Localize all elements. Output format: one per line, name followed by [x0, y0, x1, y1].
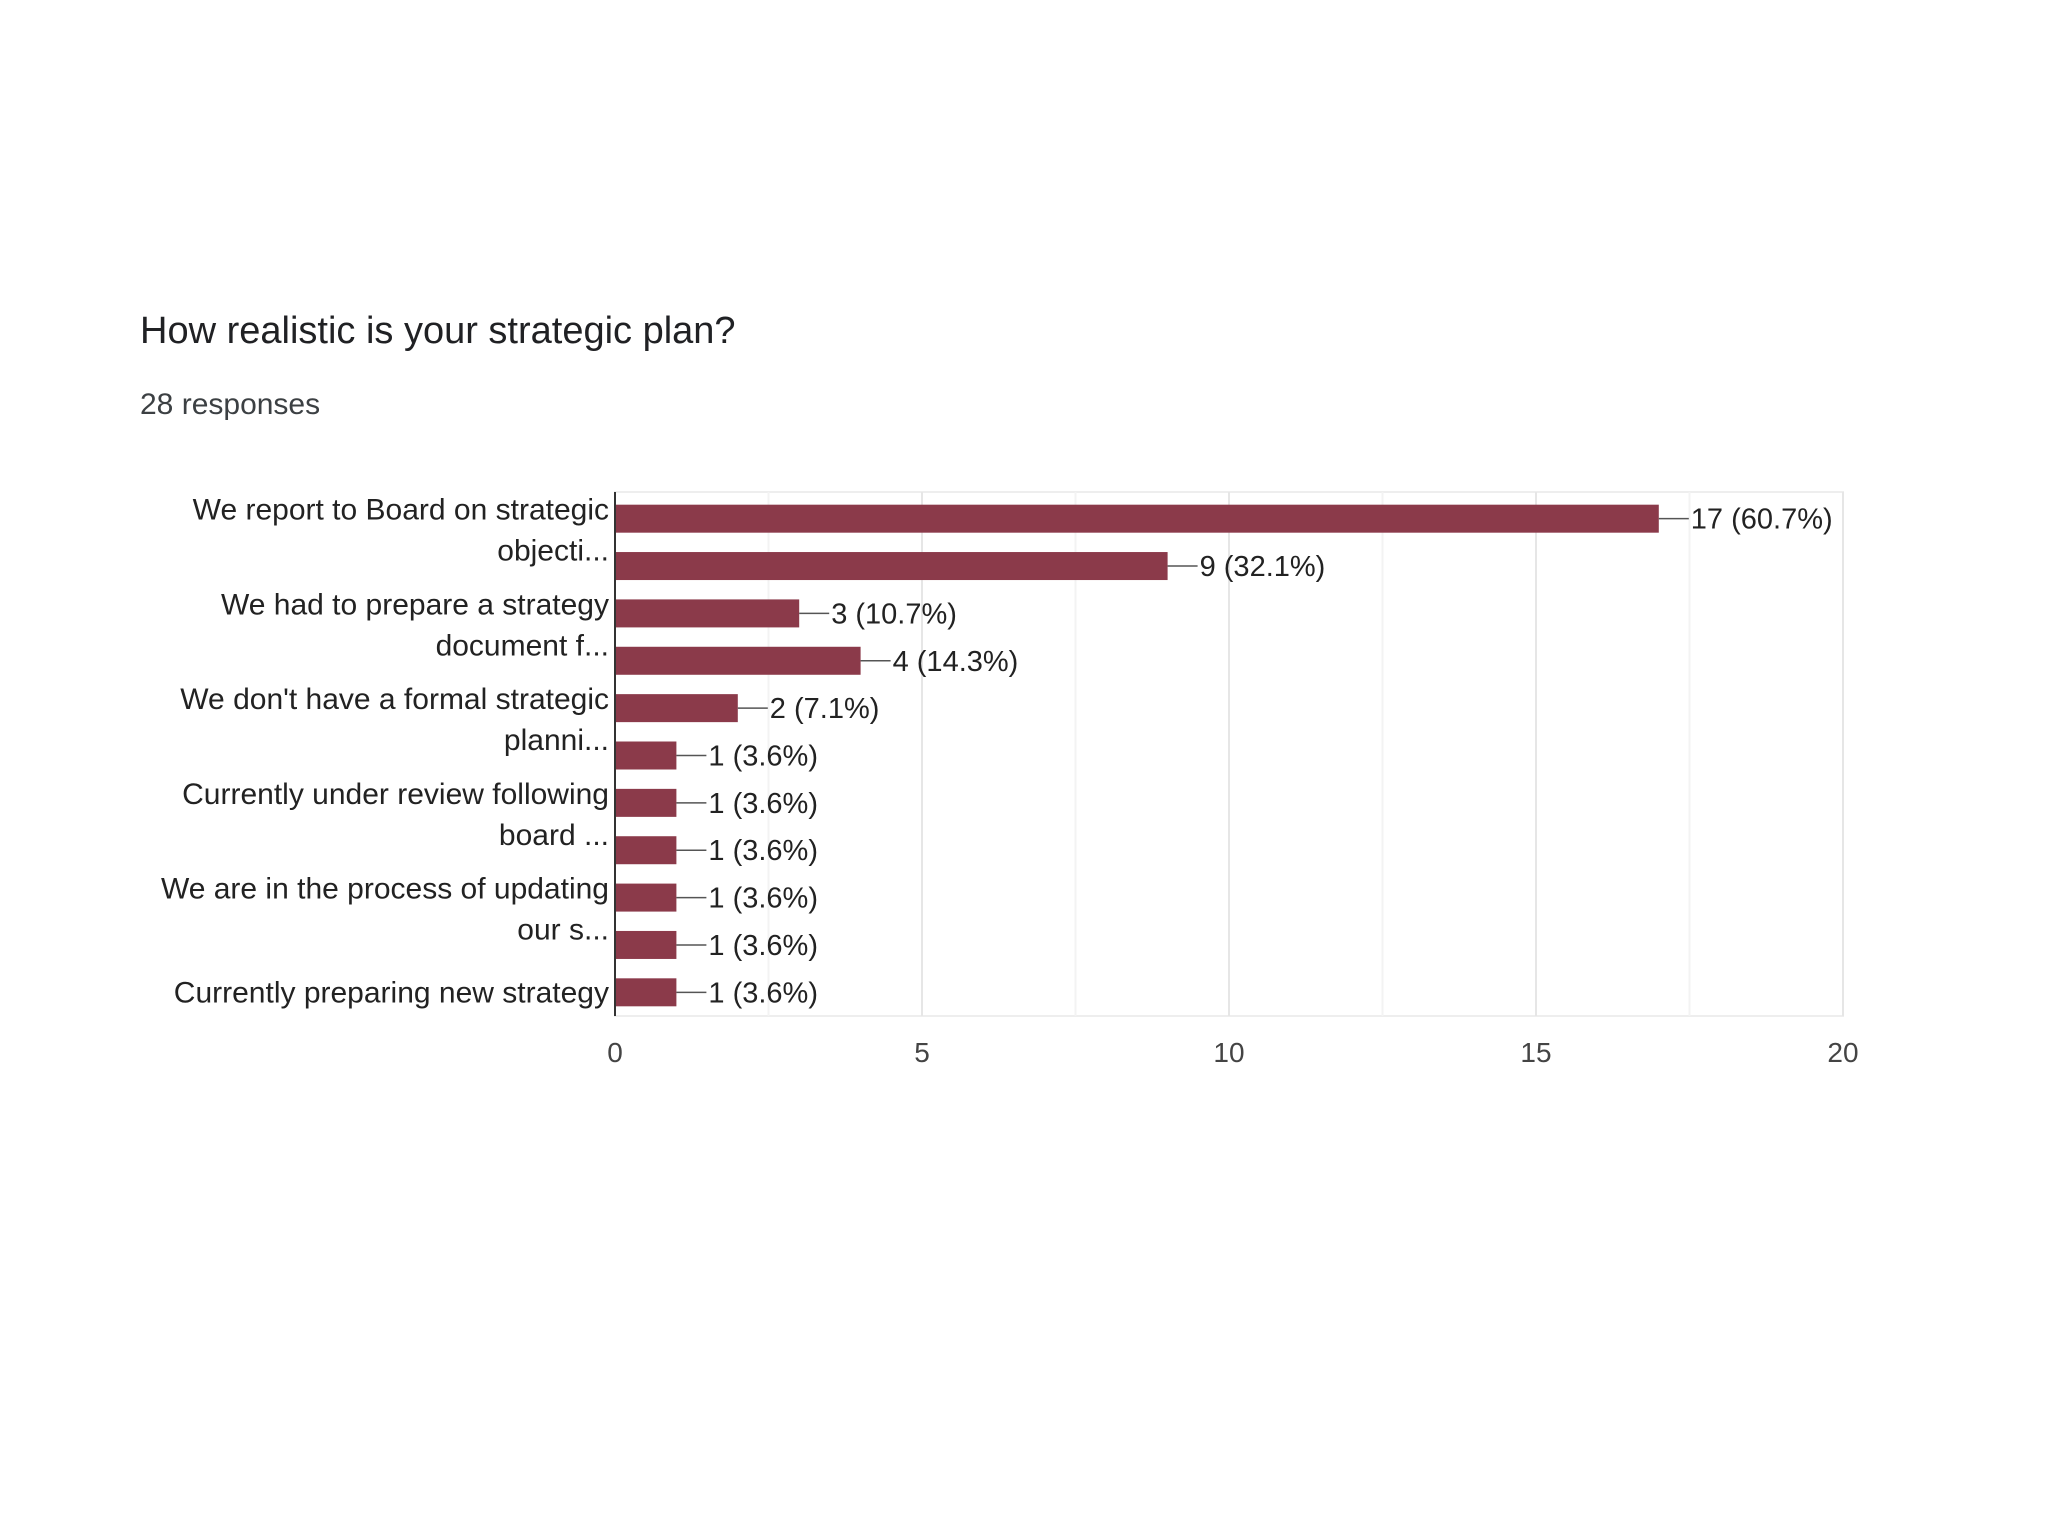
category-label: Currently preparing new strategy: [174, 976, 609, 1009]
category-label: Currently under review following: [182, 778, 609, 811]
bar: [615, 978, 677, 1007]
bar: [615, 930, 677, 959]
bar: [615, 836, 677, 865]
x-tick-label: 0: [607, 1037, 623, 1068]
bar: [615, 741, 677, 770]
category-label: We don't have a formal strategic: [180, 683, 609, 716]
data-label: 1 (3.6%): [708, 977, 818, 1009]
data-label: 2 (7.1%): [770, 693, 880, 725]
data-label: 9 (32.1%): [1200, 551, 1326, 583]
x-tick-label: 5: [914, 1037, 930, 1068]
bar: [615, 883, 677, 912]
category-label: objecti...: [497, 535, 609, 568]
x-tick-label: 15: [1520, 1037, 1551, 1068]
category-label: board ...: [499, 819, 609, 852]
category-label: We report to Board on strategic: [193, 494, 609, 527]
data-label: 1 (3.6%): [708, 788, 818, 820]
data-label: 1 (3.6%): [708, 930, 818, 962]
category-label: We had to prepare a strategy: [221, 588, 609, 621]
category-label: our s...: [517, 914, 609, 947]
bar: [615, 694, 738, 723]
bar: [615, 552, 1168, 581]
bar: [615, 646, 861, 675]
bar: [615, 788, 677, 817]
x-tick-label: 10: [1213, 1037, 1244, 1068]
x-tick-label: 20: [1827, 1037, 1858, 1068]
category-label: document f...: [436, 629, 609, 662]
data-label: 1 (3.6%): [708, 741, 818, 773]
category-label: planni...: [504, 724, 609, 757]
bar: [615, 504, 1659, 533]
response-count: 28 responses: [140, 388, 321, 421]
data-label: 1 (3.6%): [708, 835, 818, 867]
data-label: 4 (14.3%): [893, 646, 1019, 678]
chart-title: How realistic is your strategic plan?: [140, 310, 736, 352]
category-label: We are in the process of updating: [161, 873, 609, 906]
data-label: 17 (60.7%): [1691, 504, 1833, 536]
data-label: 3 (10.7%): [831, 598, 957, 630]
data-label: 1 (3.6%): [708, 883, 818, 915]
bar: [615, 599, 800, 628]
